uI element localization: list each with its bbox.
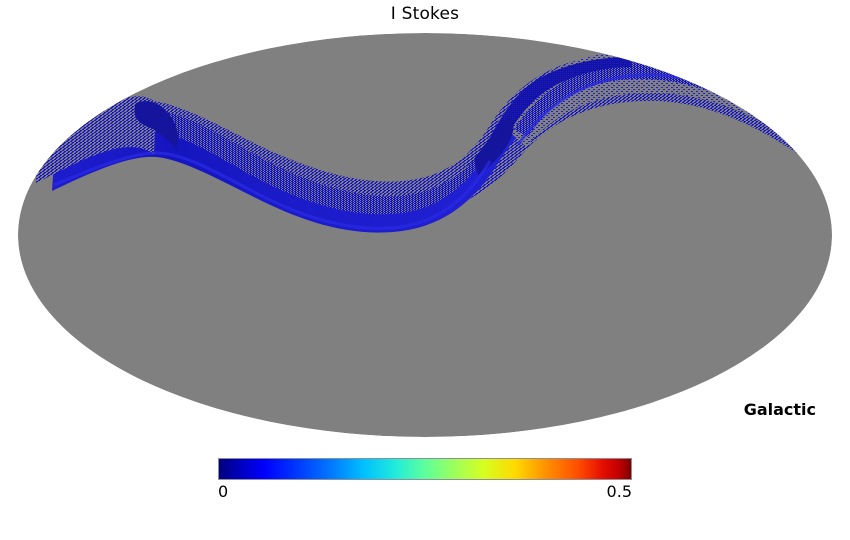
outside-projection-mask	[18, 33, 832, 437]
scan-band-highlight	[53, 151, 492, 230]
coordinate-system-label: Galactic	[743, 400, 816, 419]
mollweide-projection	[18, 33, 832, 437]
scan-band-pinch-center	[474, 115, 514, 175]
scan-band-pinch-left	[134, 101, 178, 149]
sky-map-canvas	[18, 33, 832, 437]
colorbar-min-tick-label: 0	[218, 482, 229, 501]
scan-band-left-fan	[36, 96, 156, 183]
colorbar-gradient[interactable]	[218, 458, 632, 480]
colorbar[interactable]: 0 0.5	[218, 458, 632, 504]
scan-band-sparse-fill	[48, 54, 824, 215]
colorbar-max-tick-label: 0.5	[606, 482, 632, 501]
page-title: I Stokes	[390, 4, 460, 24]
